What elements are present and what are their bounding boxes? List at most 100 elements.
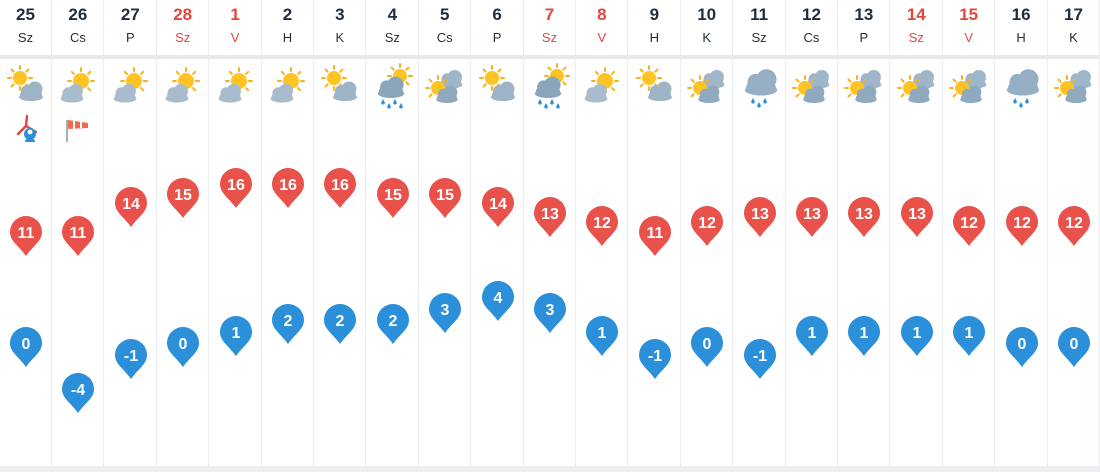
day-header: 25 Sz: [0, 0, 51, 52]
day-weekday: Cs: [69, 30, 86, 45]
min-temp-pin: 1: [586, 316, 619, 356]
day-date: 9: [649, 5, 660, 24]
rain-cloud-icon: [744, 69, 777, 108]
day-weekday: H: [282, 30, 293, 45]
min-temp-pin: 0: [1005, 327, 1038, 367]
max-temp-pin: 13: [743, 197, 776, 237]
min-temp-pin: 4: [481, 281, 514, 321]
day-column[interactable]: 7 Sz 13 3: [524, 0, 576, 468]
min-temp-pin: 1: [796, 316, 828, 356]
sun-cloud-icon: [478, 65, 515, 101]
svg-text:16: 16: [331, 177, 349, 194]
day-date: 1: [230, 5, 240, 24]
svg-text:13: 13: [803, 206, 821, 223]
day-weekday: K: [702, 30, 712, 45]
day-column[interactable]: 16 H 12 0: [996, 0, 1048, 468]
day-column[interactable]: 5 Cs 15 3: [419, 0, 472, 468]
min-temp-pin: 0: [167, 327, 200, 367]
day-date: 12: [802, 5, 821, 24]
sun-clouds-icon: [425, 69, 463, 103]
svg-text:0: 0: [1017, 336, 1026, 353]
day-header: 5 Cs: [419, 0, 470, 52]
svg-text:12: 12: [1065, 215, 1083, 232]
day-date: 28: [173, 5, 193, 24]
day-date: 11: [750, 5, 769, 24]
svg-text:-1: -1: [648, 348, 662, 365]
min-temp-pin: 0: [691, 327, 724, 367]
svg-text:-1: -1: [752, 348, 766, 365]
day-column[interactable]: 4 Sz 15 2: [367, 0, 419, 468]
day-column[interactable]: 25 Sz 11 0: [0, 0, 52, 468]
max-temp-pin: 13: [848, 197, 881, 237]
day-header: 26 Cs: [52, 0, 103, 52]
day-header: 7 Sz: [524, 0, 575, 52]
max-temp-pin: 13: [534, 197, 566, 237]
day-weekday: Cs: [436, 30, 453, 45]
min-temp-pin: 1: [900, 316, 933, 356]
day-column[interactable]: 15 V 12 1: [943, 0, 996, 468]
svg-text:2: 2: [388, 313, 397, 330]
svg-text:11: 11: [70, 225, 87, 242]
cloud-sun-icon: [113, 67, 148, 103]
svg-text:0: 0: [703, 336, 712, 353]
day-header: 14 Sz: [891, 0, 942, 52]
day-weekday: P: [859, 30, 869, 45]
min-temp-pin: 2: [272, 304, 304, 344]
day-header: 13 P: [838, 0, 889, 52]
min-temp-pin: 2: [324, 304, 357, 344]
day-date: 16: [1011, 5, 1031, 24]
day-column[interactable]: 28 Sz 15 0: [157, 0, 210, 468]
max-temp-pin: 14: [481, 187, 514, 227]
cloud-sun-icon: [165, 67, 201, 103]
svg-text:13: 13: [855, 206, 873, 223]
day-date: 15: [959, 5, 979, 24]
day-header: 4 Sz: [367, 0, 418, 52]
max-temp-pin: 12: [586, 206, 619, 246]
svg-text:4: 4: [493, 290, 502, 307]
min-temp-pin: 0: [1058, 327, 1090, 367]
day-date: 3: [335, 5, 345, 24]
day-weekday: H: [1016, 30, 1026, 45]
max-temp-pin: 16: [324, 168, 357, 208]
svg-text:13: 13: [751, 206, 769, 223]
day-column[interactable]: 14 Sz 13 1: [891, 0, 943, 468]
min-temp-pin: -1: [638, 339, 671, 379]
day-weekday: Sz: [541, 30, 558, 45]
day-column[interactable]: 26 Cs 11 -4: [52, 0, 105, 468]
day-column[interactable]: 11 Sz 13 -1: [734, 0, 786, 468]
day-column[interactable]: 12 Cs 13 1: [786, 0, 838, 468]
svg-text:1: 1: [808, 325, 817, 342]
day-column[interactable]: 17 K 12 0: [1048, 0, 1100, 468]
min-temp-pin: 3: [534, 293, 566, 333]
svg-text:1: 1: [860, 325, 869, 342]
max-temp-pin: 13: [900, 197, 933, 237]
day-weekday: P: [125, 30, 135, 45]
min-temp-pin: 0: [10, 327, 42, 367]
svg-text:13: 13: [541, 206, 559, 223]
min-temp-pin: -4: [62, 373, 95, 413]
day-column[interactable]: 13 P 13 1: [838, 0, 891, 468]
max-temp-pin: 16: [219, 168, 252, 208]
svg-text:-4: -4: [71, 382, 85, 399]
day-date: 8: [597, 5, 607, 24]
day-weekday: K: [1069, 30, 1078, 45]
svg-text:2: 2: [336, 313, 345, 330]
max-temp-pin: 12: [1058, 206, 1090, 246]
day-column[interactable]: 27 P 14 -1: [105, 0, 157, 468]
sun-clouds-icon: [949, 69, 987, 103]
min-temp-pin: 1: [953, 316, 986, 356]
day-column[interactable]: 10 K 12 0: [681, 0, 734, 468]
min-temp-pin: 2: [376, 304, 409, 344]
svg-text:14: 14: [122, 196, 140, 213]
sun-clouds-icon: [1054, 69, 1092, 103]
day-weekday: Sz: [384, 30, 400, 45]
svg-text:1: 1: [598, 325, 607, 342]
